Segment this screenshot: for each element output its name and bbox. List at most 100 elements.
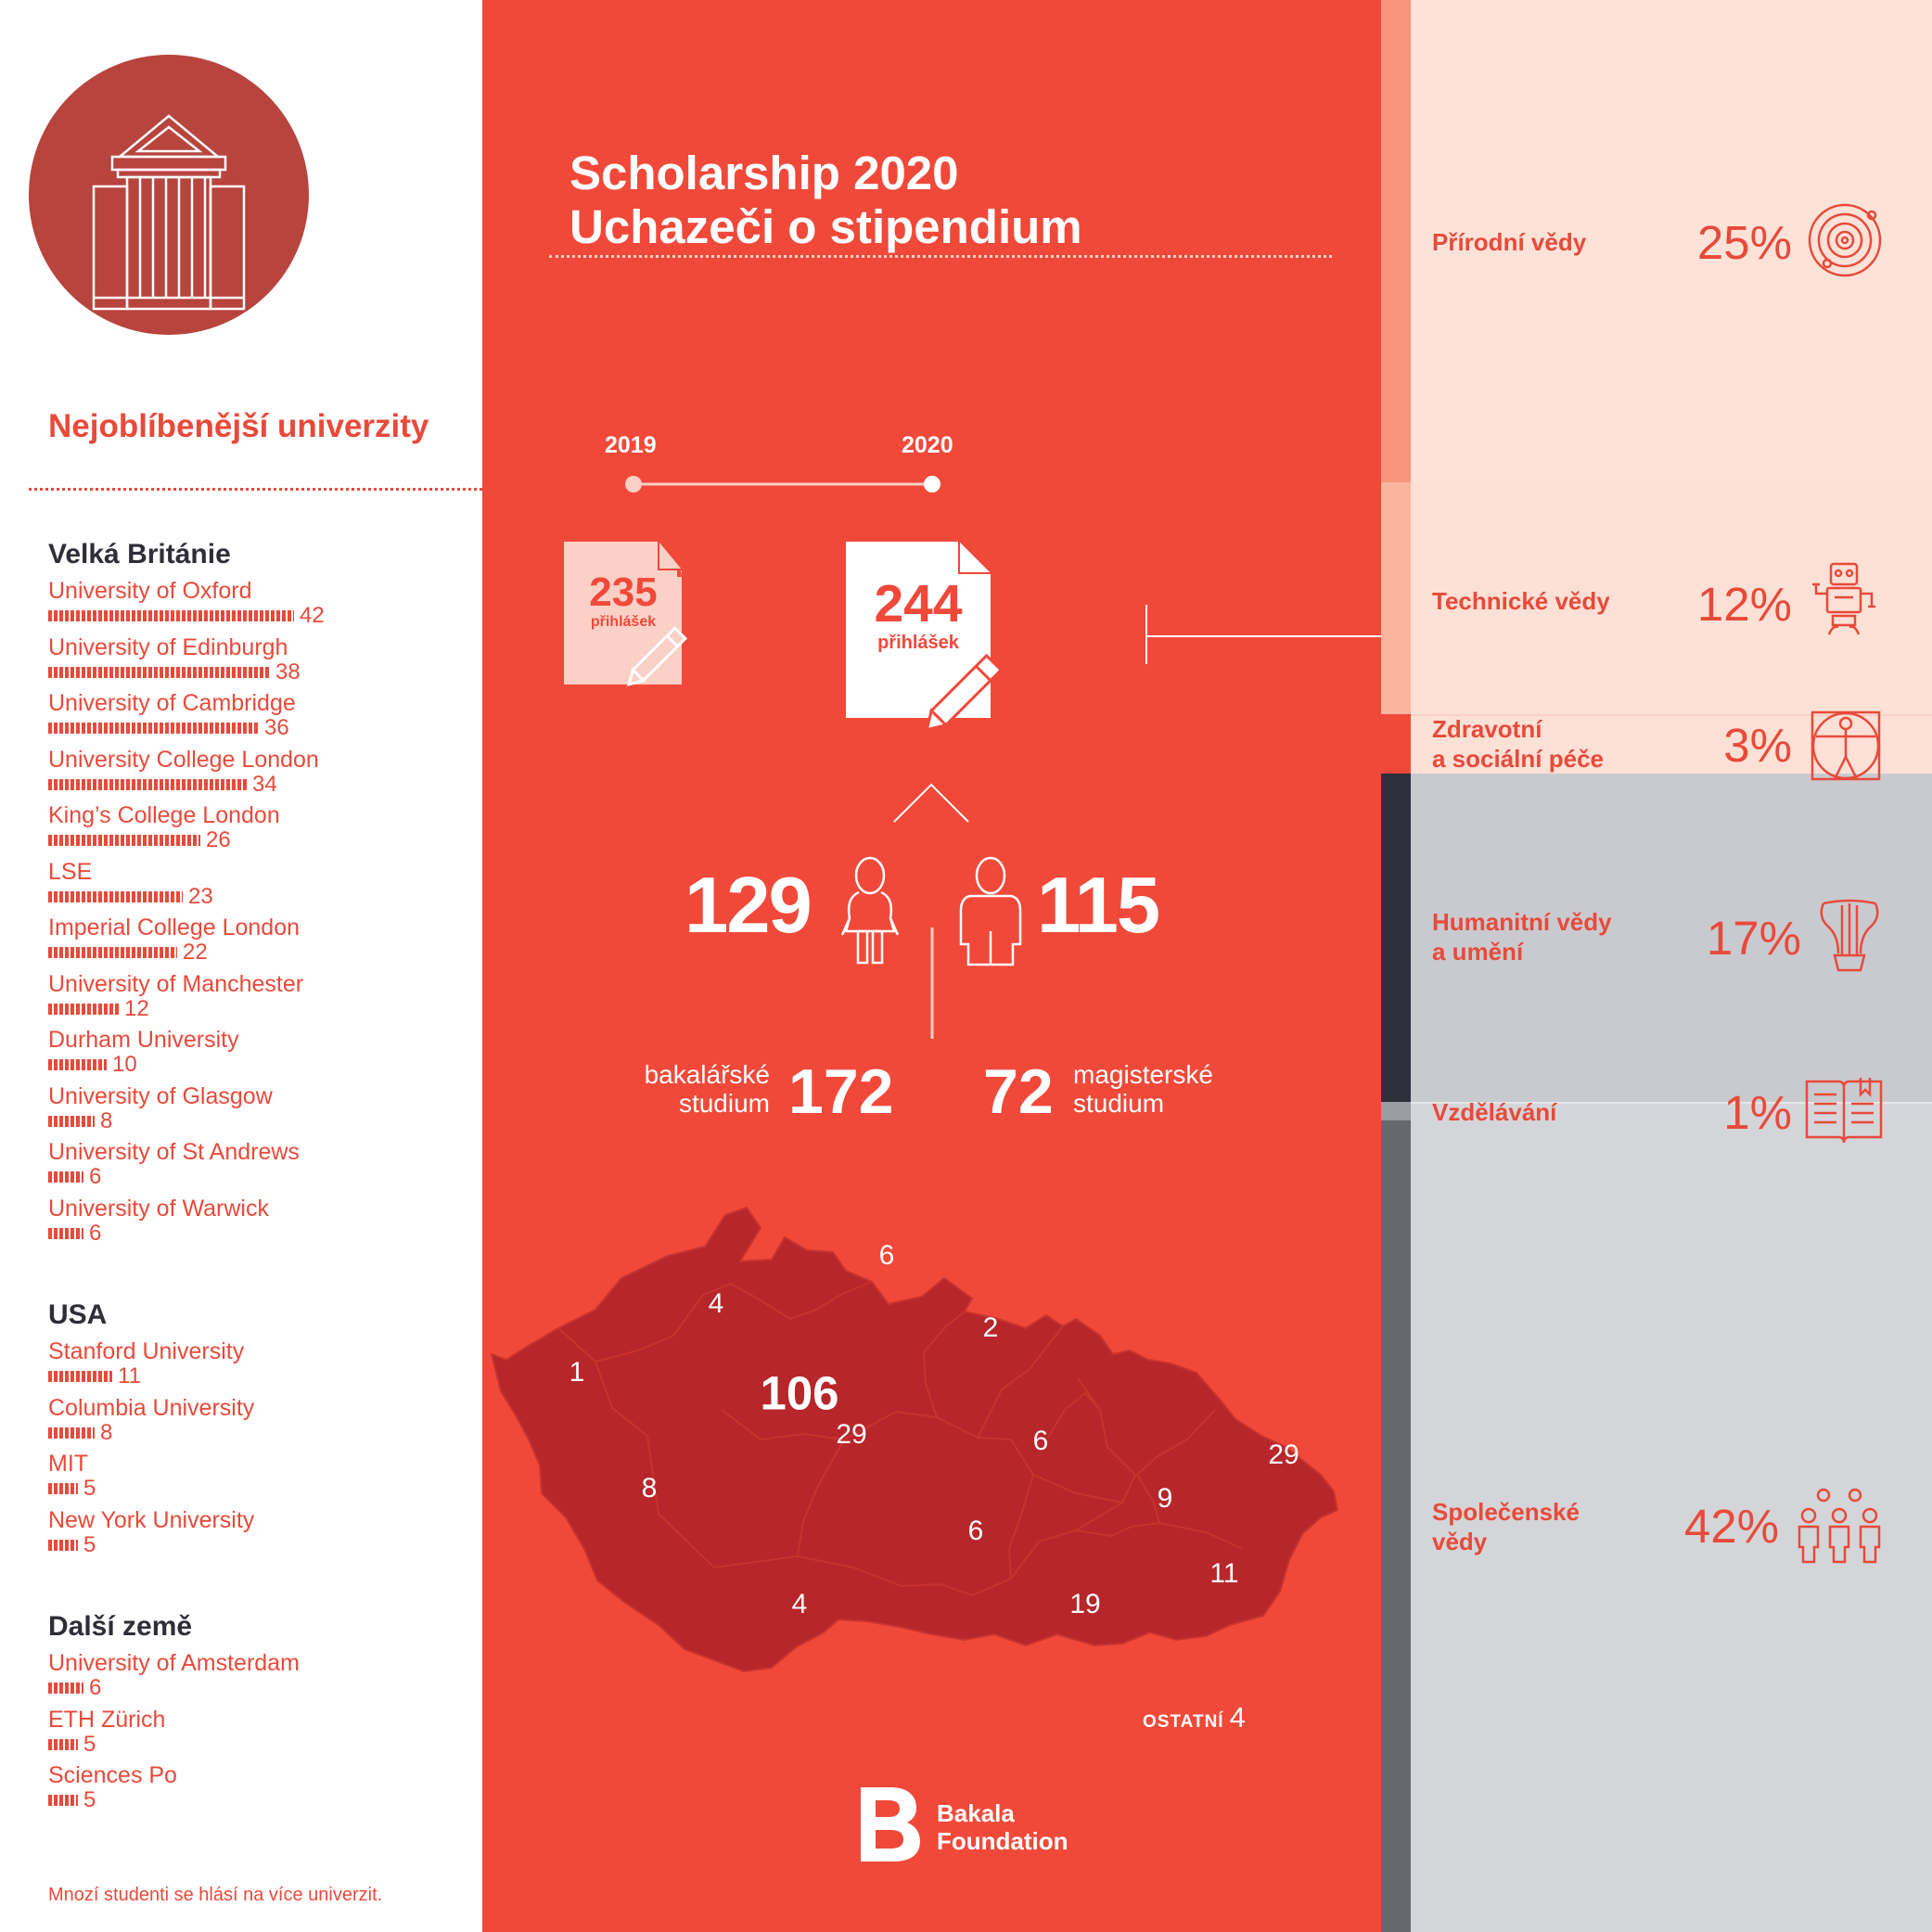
university-name: Stanford University (48, 1338, 245, 1364)
applications-2019-value: 235 (589, 569, 658, 615)
university-bar (48, 1115, 95, 1127)
universities-heading: Nejoblíbenější univerzity (48, 408, 429, 444)
bachelor-count: 172 (788, 1056, 894, 1127)
university-count: 6 (89, 1675, 102, 1700)
region-plzensky: 8 (641, 1473, 658, 1503)
brand-name: Bakala Foundation (937, 1799, 1068, 1855)
university-count: 36 (264, 715, 289, 740)
university-bar-line: 22 (48, 941, 475, 964)
university-row: Durham University 10 (48, 1026, 475, 1082)
university-name: University of Oxford (48, 578, 252, 604)
region-praha: 106 (760, 1366, 839, 1420)
region-stredocesky: 29 (836, 1419, 867, 1450)
region-kralovehradecky: 2 (982, 1312, 999, 1343)
university-name: University College London (48, 746, 319, 773)
year-2019: 2019 (605, 432, 657, 458)
university-group: USA Stanford University 11 Columbia Univers… (48, 1299, 475, 1562)
field-technical-sciences-percent: 12% (1696, 578, 1792, 631)
region-jihocesky: 4 (791, 1589, 808, 1619)
university-logo (29, 55, 309, 335)
university-count: 5 (83, 1731, 96, 1757)
university-count: 38 (275, 659, 301, 685)
university-row: Stanford University 11 (48, 1337, 475, 1394)
region-vysocina: 6 (967, 1516, 984, 1546)
university-count: 34 (252, 771, 277, 797)
bakala-b-logo-icon (861, 1787, 920, 1862)
university-row: University of Oxford 42 (48, 577, 475, 633)
applications-2020-unit: přihlášek (877, 633, 959, 653)
university-row: University College London 34 (48, 746, 475, 802)
university-bar-line: 42 (48, 605, 475, 627)
field-education-percent: 1% (1723, 1086, 1792, 1139)
university-row: University of Glasgow 8 (48, 1082, 475, 1139)
field-health-label: Zdravotní a sociální péče (1432, 715, 1604, 773)
open-book-icon (1805, 1078, 1883, 1144)
university-count: 26 (206, 827, 231, 852)
university-bar-line: 12 (48, 997, 475, 1020)
university-name: University of Glasgow (48, 1082, 273, 1109)
master-label: magisterské studium (1073, 1060, 1213, 1118)
field-natural-sciences-label: Přírodní vědy (1432, 228, 1587, 256)
university-count: 8 (100, 1107, 113, 1133)
university-count: 6 (89, 1164, 102, 1189)
university-row: LSE 23 (48, 858, 475, 915)
other-region: OSTATNÍ 4 (1143, 1701, 1246, 1734)
university-name: ETH Zürich (48, 1706, 166, 1733)
bachelor-label: bakalářské studium (644, 1060, 770, 1118)
university-count: 11 (118, 1363, 141, 1388)
field-humanities-percent: 17% (1706, 912, 1801, 965)
caret-up-icon (893, 783, 969, 823)
master-count: 72 (983, 1056, 1054, 1127)
stripe-social-sciences (1381, 1120, 1411, 1932)
university-bar (48, 1059, 107, 1070)
field-technical-sciences-label: Technické vědy (1432, 587, 1610, 615)
field-natural-sciences-percent: 25% (1696, 216, 1792, 269)
university-bar (48, 1171, 83, 1183)
university-row: New York University 5 (48, 1506, 475, 1563)
university-name: MIT (48, 1451, 89, 1477)
university-name: Durham University (48, 1027, 239, 1053)
year-2020: 2020 (902, 432, 953, 458)
university-bar-line: 5 (48, 1478, 475, 1500)
footnote: Mnozí studenti se hlásí na více univerzi… (48, 1885, 383, 1905)
university-name: New York University (48, 1506, 255, 1533)
band-humanities (1411, 774, 1932, 1102)
university-bar (48, 1427, 95, 1439)
university-name: University of St Andrews (48, 1139, 300, 1165)
title-line-1: Scholarship 2020 (569, 147, 959, 199)
university-bar (48, 1795, 78, 1806)
university-bar (48, 666, 270, 678)
timeline-dot-2019 (625, 476, 642, 493)
university-row: Imperial College London 22 (48, 914, 475, 970)
group-title: Další země (48, 1611, 193, 1642)
university-bar (48, 610, 294, 621)
pencil-small-icon (626, 625, 688, 687)
region-ustecky: 4 (708, 1288, 724, 1319)
stripe-natural-sciences (1381, 0, 1411, 482)
university-count: 42 (300, 603, 325, 628)
university-row: University of Manchester 12 (48, 970, 475, 1027)
university-bar (48, 723, 259, 734)
stripe-education (1381, 1102, 1411, 1120)
region-zlinsky: 11 (1209, 1558, 1239, 1589)
university-row: University of Warwick 6 (48, 1195, 475, 1251)
university-bar (48, 890, 183, 902)
planet-orbit-icon (1808, 203, 1882, 277)
university-count: 5 (83, 1787, 96, 1812)
group-title: USA (48, 1299, 108, 1330)
university-bar-line: 34 (48, 771, 475, 797)
vitruvian-man-icon (1810, 710, 1881, 781)
university-name: King’s College London (48, 802, 280, 828)
university-count: 22 (183, 940, 208, 965)
university-bar (48, 947, 177, 958)
center-panel: Scholarship 2020 Uchazeči o stipendium 2… (482, 0, 1381, 1932)
university-row: Columbia University 8 (48, 1394, 475, 1451)
university-row: ETH Zürich 5 (48, 1706, 475, 1762)
applications-2020-value: 244 (874, 574, 963, 633)
university-name: Imperial College London (48, 915, 301, 940)
university-row: University of Amsterdam 6 (48, 1649, 475, 1706)
page-title: Scholarship 2020 Uchazeči o stipendium (569, 147, 1082, 254)
university-count: 5 (83, 1531, 96, 1557)
document-2020-icon (846, 542, 991, 718)
pencil-large-icon (925, 653, 1004, 732)
